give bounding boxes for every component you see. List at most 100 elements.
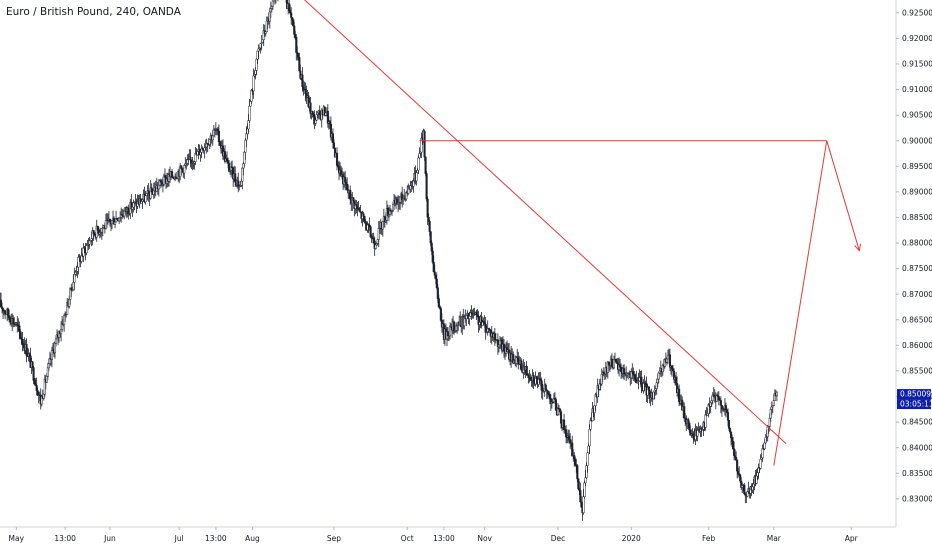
candle-body xyxy=(288,3,291,11)
candle-body xyxy=(683,406,686,419)
candle-body xyxy=(268,11,271,22)
candle-body xyxy=(297,53,300,58)
candle-body xyxy=(752,483,755,488)
x-tick-label: Aug xyxy=(245,534,260,543)
candle-body xyxy=(607,361,610,366)
candle-body xyxy=(655,382,658,389)
candle-body xyxy=(579,490,582,503)
candle-body xyxy=(20,337,23,340)
candle-body xyxy=(315,114,318,121)
projection-down-line xyxy=(826,140,860,251)
candle-body xyxy=(147,190,150,195)
candle-body xyxy=(532,375,535,383)
candle-body xyxy=(291,17,294,20)
candle-body xyxy=(399,196,402,203)
candle-body xyxy=(247,120,250,130)
candle-body xyxy=(433,271,436,276)
candle-body xyxy=(589,419,592,430)
candle-body xyxy=(465,315,468,320)
candle-body xyxy=(144,195,147,202)
candle-body xyxy=(577,478,580,489)
candle-body xyxy=(302,86,305,90)
candle-body xyxy=(580,501,583,508)
candle-body xyxy=(434,275,437,280)
y-tick-label: 0.84500 xyxy=(902,418,932,427)
x-tick-label: Nov xyxy=(477,534,492,543)
candle-body xyxy=(171,171,174,178)
candle-body xyxy=(25,344,28,356)
x-tick-label: Jun xyxy=(103,534,116,543)
candle-body xyxy=(123,210,126,217)
candle-body xyxy=(582,496,585,513)
candle-body xyxy=(665,358,668,363)
candle-body xyxy=(736,460,739,472)
candle-body xyxy=(430,242,433,252)
candle-body xyxy=(186,159,189,164)
candle-body xyxy=(763,442,766,450)
candle-body xyxy=(423,131,426,158)
candle-body xyxy=(429,231,432,244)
x-tick-label: Sep xyxy=(327,534,341,543)
candle-body xyxy=(755,475,758,484)
candle-body xyxy=(427,216,430,222)
candle-body xyxy=(435,278,438,288)
y-tick-label: 0.83500 xyxy=(902,469,932,478)
candle-body xyxy=(436,287,439,299)
candle-body xyxy=(218,141,221,146)
candle-body xyxy=(311,111,314,115)
candle-body xyxy=(85,245,88,254)
candle-body xyxy=(96,225,99,231)
candle-body xyxy=(544,384,547,391)
candle-body xyxy=(250,90,253,102)
candle-body xyxy=(54,338,58,344)
candle-body xyxy=(415,172,418,182)
candle-body xyxy=(271,0,274,7)
x-tick-label: Oct xyxy=(401,534,414,543)
candle-body xyxy=(652,391,655,400)
candle-body xyxy=(208,139,211,145)
candle-body xyxy=(535,376,538,379)
candle-body xyxy=(688,422,691,431)
y-tick-label: 0.90000 xyxy=(902,136,932,145)
candle-body xyxy=(199,152,202,156)
candle-body xyxy=(717,396,720,401)
candle-body xyxy=(568,435,571,440)
candle-body xyxy=(31,361,34,368)
candle-body xyxy=(140,201,143,204)
candle-body xyxy=(132,202,135,208)
y-tick-label: 0.92500 xyxy=(902,8,932,17)
candle-body xyxy=(245,133,248,141)
candle-body xyxy=(228,162,231,172)
candle-body xyxy=(295,36,298,53)
y-tick-label: 0.88500 xyxy=(902,213,932,222)
candle-body xyxy=(244,139,247,153)
x-tick-label: 13:00 xyxy=(433,534,455,543)
candle-body xyxy=(248,105,251,121)
candle-body xyxy=(391,204,395,211)
candle-body xyxy=(671,368,675,372)
y-tick-label: 0.84000 xyxy=(902,443,932,452)
candle-body xyxy=(104,220,107,229)
y-tick-label: 0.89000 xyxy=(902,187,932,196)
candle-body xyxy=(687,419,690,424)
candle-body xyxy=(730,431,733,439)
candle-body xyxy=(242,163,245,169)
candle-body xyxy=(769,409,772,419)
candle-body xyxy=(558,408,562,412)
candle-body xyxy=(719,400,722,406)
candle-body xyxy=(47,363,50,369)
candle-body xyxy=(619,364,622,368)
candle-body xyxy=(289,10,292,14)
candle-body xyxy=(642,382,645,391)
candle-body xyxy=(593,405,596,413)
candle-body xyxy=(678,388,681,403)
x-tick-label: Apr xyxy=(845,534,859,543)
candle-body xyxy=(478,322,481,325)
candle-body xyxy=(131,206,134,210)
candle-body xyxy=(234,173,237,182)
candle-body xyxy=(42,394,45,399)
candle-body xyxy=(610,358,613,367)
candle-body xyxy=(455,325,458,331)
candle-body xyxy=(301,74,304,87)
